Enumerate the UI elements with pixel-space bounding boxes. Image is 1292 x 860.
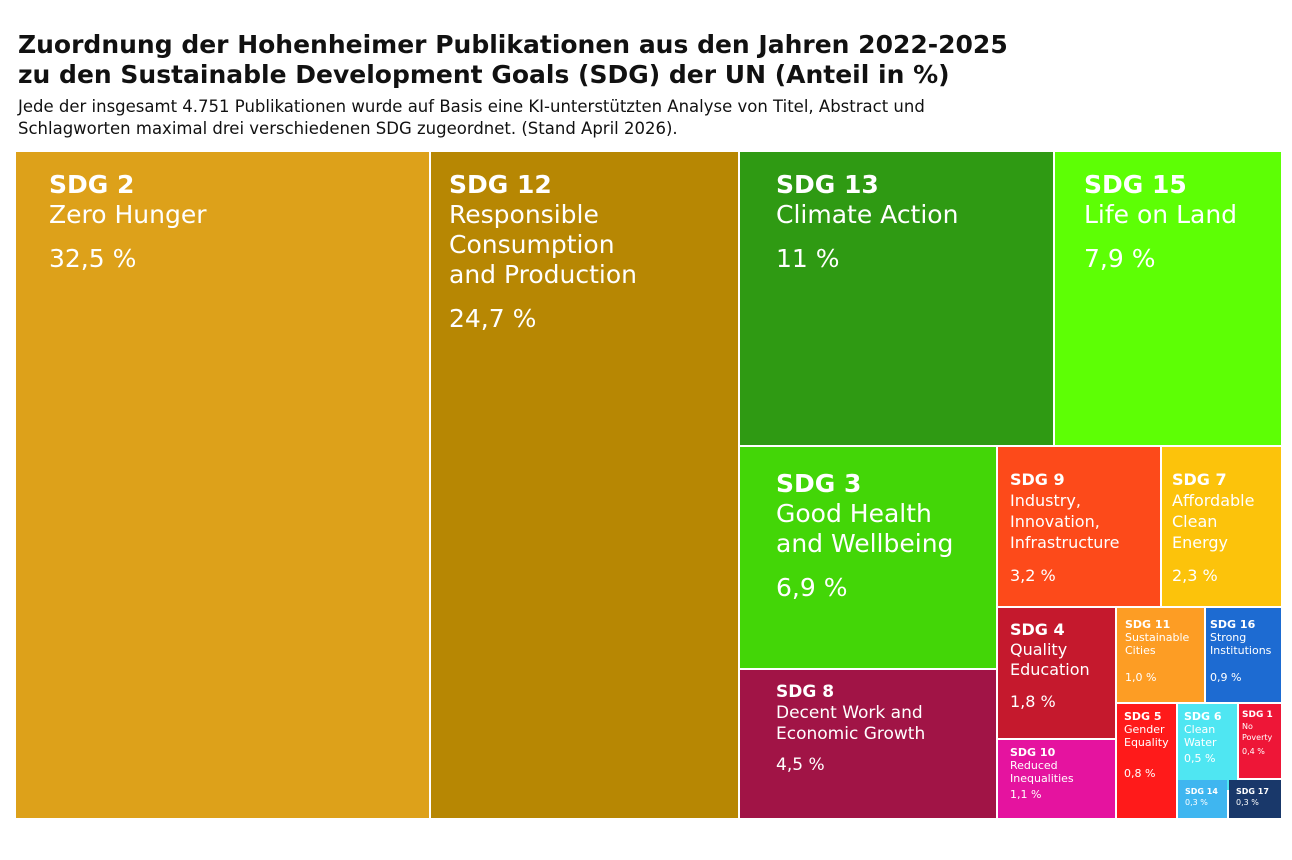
treemap-tile-sdg12: SDG 12 Responsible Consumption and Producti… bbox=[431, 152, 738, 818]
tile-code: SDG 10 bbox=[1010, 746, 1056, 759]
tile-value-label: 0,5 % bbox=[1184, 752, 1216, 765]
tile-value-label: 3,2 % bbox=[1010, 566, 1056, 585]
treemap-tile-sdg4: SDG 4 Quality Education 1,8 % bbox=[998, 608, 1115, 738]
tile-name-line: Decent Work and bbox=[776, 703, 923, 723]
tile-value-label: 2,3 % bbox=[1172, 566, 1218, 585]
tile-code: SDG 11 bbox=[1125, 618, 1171, 631]
tile-name-line: Infrastructure bbox=[1010, 533, 1120, 552]
tile-value-label: 1,0 % bbox=[1125, 671, 1157, 684]
tile-value-label: 1,1 % bbox=[1010, 788, 1042, 801]
tile-code: SDG 13 bbox=[776, 170, 879, 199]
tile-name-line: Gender bbox=[1124, 723, 1165, 736]
tile-value-label: 7,9 % bbox=[1084, 244, 1156, 273]
treemap-tile-sdg9: SDG 9 Industry, Innovation, Infrastructure 3… bbox=[998, 447, 1160, 606]
tile-name-line: Energy bbox=[1172, 533, 1229, 552]
tile-code: SDG 3 bbox=[776, 469, 862, 498]
tile-value-label: 11 % bbox=[776, 244, 840, 273]
treemap-tile-sdg2: SDG 2 Zero Hunger 32,5 % bbox=[16, 152, 429, 818]
tile-value-label: 32,5 % bbox=[49, 244, 137, 273]
tile-name-line: Equality bbox=[1124, 736, 1169, 749]
treemap-tile-sdg14: SDG 14 0,3 % bbox=[1178, 780, 1227, 818]
treemap-tile-sdg7: SDG 7 Affordable Clean Energy 2,3 % bbox=[1162, 447, 1281, 606]
treemap-tile-sdg13: SDG 13 Climate Action 11 % bbox=[740, 152, 1053, 445]
tile-value-label: 0,4 % bbox=[1242, 747, 1265, 756]
chart-title: Zuordnung der Hohenheimer Publikationen … bbox=[18, 30, 1278, 90]
tile-code: SDG 4 bbox=[1010, 620, 1065, 639]
tile-code: SDG 6 bbox=[1184, 710, 1222, 723]
tile-code: SDG 2 bbox=[49, 170, 135, 199]
tile-name-line: Institutions bbox=[1210, 644, 1272, 657]
treemap-tile-sdg3: SDG 3 Good Health and Wellbeing 6,9 % bbox=[740, 447, 996, 668]
tile-name-line: Industry, bbox=[1010, 491, 1081, 510]
tile-value-label: 0,3 % bbox=[1185, 798, 1208, 807]
treemap-tile-sdg17: SDG 17 0,3 % bbox=[1229, 780, 1281, 818]
tile-name-line: Economic Growth bbox=[776, 724, 926, 744]
chart-subtitle-line-1: Jede der insgesamt 4.751 Publikationen w… bbox=[18, 97, 925, 116]
chart-subtitle-line-2: Schlagworten maximal drei verschiedenen … bbox=[18, 119, 678, 138]
treemap-tile-sdg15: SDG 15 Life on Land 7,9 % bbox=[1055, 152, 1281, 445]
tile-name-line: No bbox=[1242, 722, 1253, 731]
tile-value-label: 24,7 % bbox=[449, 304, 537, 333]
tile-value-label: 0,3 % bbox=[1236, 798, 1259, 807]
tile-name-line: and Production bbox=[449, 260, 637, 289]
tile-value-label: 0,9 % bbox=[1210, 671, 1242, 684]
tile-name-line: and Wellbeing bbox=[776, 529, 954, 558]
tile-value-label: 6,9 % bbox=[776, 573, 848, 602]
tile-name-line: Quality bbox=[1010, 640, 1068, 659]
tile-name-line: Clean bbox=[1172, 512, 1218, 531]
treemap-tile-sdg8: SDG 8 Decent Work and Economic Growth 4,5 % bbox=[740, 670, 996, 818]
tile-value-label: 0,8 % bbox=[1124, 767, 1156, 780]
tile-name-line: Strong bbox=[1210, 631, 1247, 644]
tile-value-label: 4,5 % bbox=[776, 755, 825, 775]
tile-name-line: Cities bbox=[1125, 644, 1156, 657]
tile-name-line: Affordable bbox=[1172, 491, 1255, 510]
tile-name-line: Education bbox=[1010, 660, 1090, 679]
treemap-tile-sdg16: SDG 16 Strong Institutions 0,9 % bbox=[1206, 608, 1281, 702]
tile-name-line: Life on Land bbox=[1084, 200, 1238, 229]
tile-name-line: Innovation, bbox=[1010, 512, 1100, 531]
tile-code: SDG 14 bbox=[1185, 787, 1218, 796]
tile-name-line: Inequalities bbox=[1010, 772, 1074, 785]
tile-name-line: Sustainable bbox=[1125, 631, 1190, 644]
tile-code: SDG 5 bbox=[1124, 710, 1162, 723]
tile-name-line: Poverty bbox=[1242, 733, 1273, 742]
tile-code: SDG 17 bbox=[1236, 787, 1269, 796]
chart-title-line-1: Zuordnung der Hohenheimer Publikationen … bbox=[18, 30, 1008, 59]
tile-name-line: Responsible bbox=[449, 200, 599, 229]
treemap-tile-sdg10: SDG 10 Reduced Inequalities 1,1 % bbox=[998, 740, 1115, 818]
tile-code: SDG 12 bbox=[449, 170, 552, 199]
treemap-tile-sdg11: SDG 11 Sustainable Cities 1,0 % bbox=[1117, 608, 1204, 702]
tile-name-line: Consumption bbox=[449, 230, 615, 259]
tile-name-line: Climate Action bbox=[776, 200, 959, 229]
tile-code: SDG 9 bbox=[1010, 470, 1065, 489]
tile-name-line: Water bbox=[1184, 736, 1217, 749]
tile-code: SDG 15 bbox=[1084, 170, 1187, 199]
tile-name-line: Good Health bbox=[776, 499, 932, 528]
tile-code: SDG 7 bbox=[1172, 470, 1227, 489]
chart-title-line-2: zu den Sustainable Development Goals (SD… bbox=[18, 60, 950, 89]
tile-name-line: Reduced bbox=[1010, 759, 1058, 772]
tile-code: SDG 16 bbox=[1210, 618, 1256, 631]
tile-code: SDG 1 bbox=[1242, 710, 1273, 720]
tile-value-label: 1,8 % bbox=[1010, 692, 1056, 711]
tile-name-line: Zero Hunger bbox=[49, 200, 207, 229]
treemap-tile-sdg5: SDG 5 Gender Equality 0,8 % bbox=[1117, 704, 1176, 818]
chart-subtitle: Jede der insgesamt 4.751 Publikationen w… bbox=[18, 96, 1280, 140]
treemap-tile-sdg6: SDG 6 Clean Water 0,5 % bbox=[1178, 704, 1237, 790]
tile-name-line: Clean bbox=[1184, 723, 1216, 736]
tile-code: SDG 8 bbox=[776, 682, 835, 702]
treemap-tile-sdg1: SDG 1 No Poverty 0,4 % bbox=[1239, 704, 1281, 778]
